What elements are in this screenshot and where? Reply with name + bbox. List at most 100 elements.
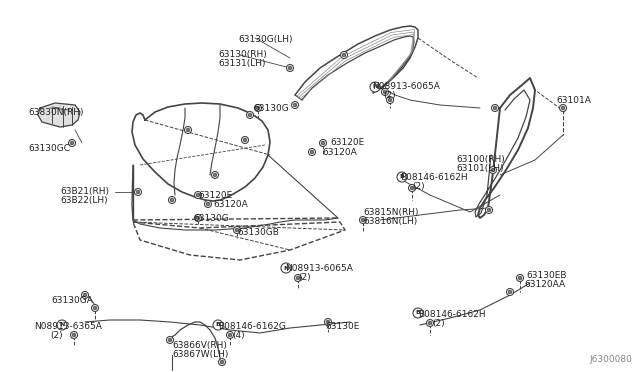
Circle shape [426, 320, 433, 327]
Text: 63130EB: 63130EB [526, 271, 566, 280]
Circle shape [220, 360, 224, 364]
Text: N08913-6065A: N08913-6065A [285, 264, 353, 273]
Circle shape [195, 192, 202, 199]
Circle shape [236, 228, 239, 232]
Circle shape [381, 89, 388, 96]
Text: 63130GA: 63130GA [51, 296, 93, 305]
Circle shape [492, 105, 499, 112]
Circle shape [206, 202, 210, 206]
Circle shape [241, 137, 248, 144]
Circle shape [93, 306, 97, 310]
Circle shape [508, 290, 512, 294]
Circle shape [360, 217, 367, 224]
Circle shape [506, 289, 513, 295]
Circle shape [170, 198, 174, 202]
Text: B08146-6162G: B08146-6162G [218, 322, 286, 331]
Circle shape [218, 359, 225, 366]
Text: 63120E: 63120E [198, 191, 232, 200]
Text: 63B22(LH): 63B22(LH) [60, 196, 108, 205]
Circle shape [196, 193, 200, 197]
Text: 63130(RH): 63130(RH) [218, 50, 267, 59]
Text: 63101(LH): 63101(LH) [456, 164, 504, 173]
Circle shape [293, 103, 297, 107]
Circle shape [370, 82, 380, 92]
Text: B08146-6162H: B08146-6162H [400, 173, 468, 182]
Circle shape [228, 333, 232, 337]
Text: (2): (2) [50, 331, 63, 340]
Text: 63130G(LH): 63130G(LH) [238, 35, 292, 44]
Text: N08913-6065A: N08913-6065A [372, 82, 440, 91]
Text: 63815N(RH): 63815N(RH) [363, 208, 419, 217]
Circle shape [308, 148, 316, 155]
Circle shape [72, 333, 76, 337]
Text: 63866V(RH): 63866V(RH) [172, 341, 227, 350]
Text: (2): (2) [412, 182, 424, 191]
Circle shape [428, 321, 432, 325]
Circle shape [168, 196, 175, 203]
Text: J6300080: J6300080 [589, 355, 632, 364]
Circle shape [518, 276, 522, 280]
Circle shape [408, 185, 415, 192]
Circle shape [490, 167, 497, 173]
Text: (2): (2) [298, 273, 310, 282]
Text: 63120A: 63120A [213, 200, 248, 209]
Circle shape [319, 140, 326, 147]
Text: 63120AA: 63120AA [524, 280, 565, 289]
Circle shape [186, 128, 190, 132]
Text: B: B [399, 174, 404, 180]
Text: 63830N(RH): 63830N(RH) [28, 108, 83, 117]
Text: B: B [216, 323, 220, 327]
Text: 63100(RH): 63100(RH) [456, 155, 505, 164]
Text: N: N [372, 84, 378, 90]
Circle shape [255, 105, 262, 112]
Circle shape [413, 308, 423, 318]
Circle shape [383, 90, 387, 94]
Text: 63131(LH): 63131(LH) [218, 59, 266, 68]
Text: B08146-6162H: B08146-6162H [418, 310, 486, 319]
Circle shape [205, 201, 211, 208]
Circle shape [288, 66, 292, 70]
Circle shape [321, 141, 325, 145]
Text: (2): (2) [383, 91, 396, 100]
Circle shape [294, 275, 301, 282]
Circle shape [70, 331, 77, 339]
Text: (4): (4) [232, 331, 244, 340]
Circle shape [81, 292, 88, 298]
Circle shape [342, 53, 346, 57]
Text: 63130E: 63130E [325, 322, 360, 331]
Circle shape [213, 173, 217, 177]
Circle shape [68, 140, 76, 147]
Circle shape [281, 263, 291, 273]
Circle shape [559, 105, 566, 112]
Text: (2): (2) [432, 319, 445, 328]
Circle shape [83, 293, 87, 297]
Text: B: B [415, 311, 420, 315]
Circle shape [326, 320, 330, 324]
Circle shape [234, 227, 241, 234]
Circle shape [561, 106, 564, 110]
Circle shape [196, 216, 200, 220]
Circle shape [493, 106, 497, 110]
Text: 63B21(RH): 63B21(RH) [60, 187, 109, 196]
Circle shape [211, 171, 218, 179]
Text: 63130G: 63130G [193, 214, 228, 223]
Circle shape [168, 338, 172, 342]
Circle shape [213, 320, 223, 330]
Circle shape [397, 172, 407, 182]
Circle shape [361, 218, 365, 222]
Circle shape [166, 337, 173, 343]
Circle shape [287, 64, 294, 71]
Circle shape [492, 168, 495, 172]
Text: 63130GC: 63130GC [28, 144, 70, 153]
Circle shape [324, 318, 332, 326]
Circle shape [291, 102, 298, 109]
Circle shape [387, 96, 394, 103]
Text: 63130G: 63130G [253, 104, 289, 113]
Circle shape [486, 206, 493, 214]
Circle shape [487, 208, 491, 212]
Circle shape [184, 126, 191, 134]
Circle shape [246, 112, 253, 119]
Circle shape [310, 150, 314, 154]
Text: 63101A: 63101A [556, 96, 591, 105]
Circle shape [243, 138, 247, 142]
